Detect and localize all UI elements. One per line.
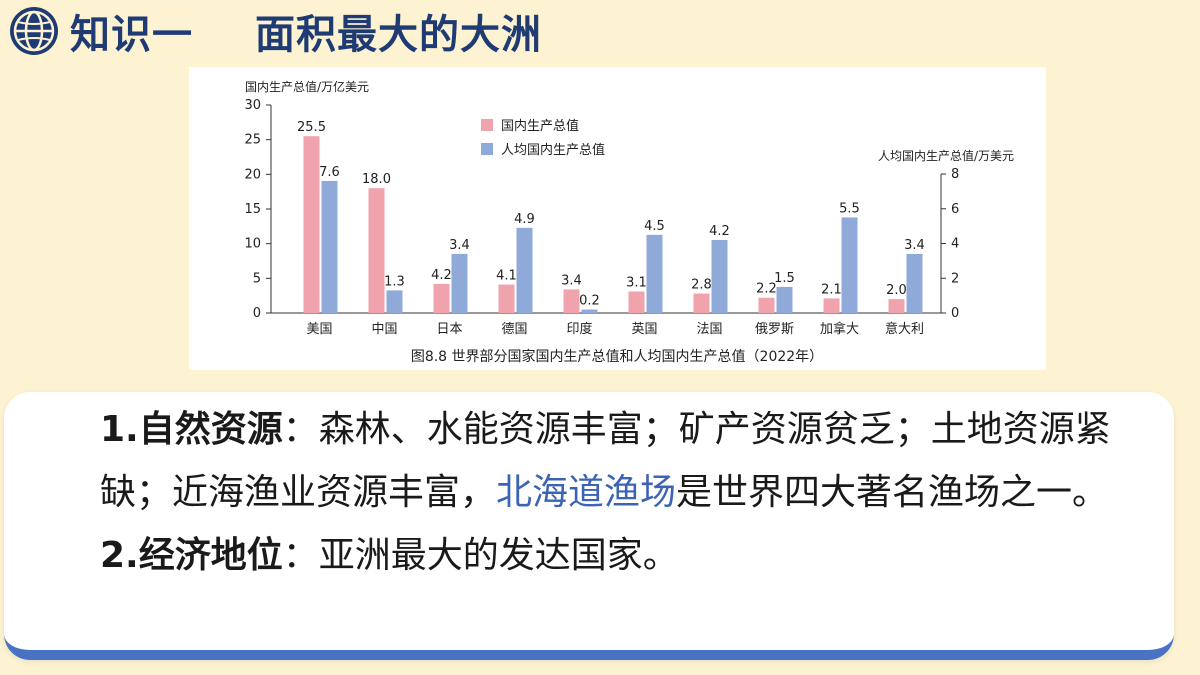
bar-gdp xyxy=(888,299,905,313)
data-label-gdp-per-capita: 4.2 xyxy=(709,224,730,239)
right-tick-label: 8 xyxy=(951,167,959,182)
right-tick-label: 0 xyxy=(951,306,959,321)
bar-gdp-per-capita xyxy=(321,180,338,313)
globe-icon xyxy=(10,7,58,55)
category-label: 法国 xyxy=(696,322,722,337)
category-label: 日本 xyxy=(436,322,462,337)
bar-gdp-per-capita xyxy=(646,234,663,313)
category-label: 加拿大 xyxy=(820,321,859,337)
legend-label-gdp-per-capita: 人均国内生产总值 xyxy=(501,142,605,158)
bar-gdp-per-capita xyxy=(386,290,403,313)
left-tick-label: 30 xyxy=(244,98,261,113)
data-label-gdp: 2.8 xyxy=(691,278,712,293)
data-label-gdp-per-capita: 1.5 xyxy=(774,271,795,286)
data-label-gdp-per-capita: 0.2 xyxy=(579,294,600,309)
keyword-natural-resources: 自然资源 xyxy=(138,409,283,450)
data-label-gdp: 2.2 xyxy=(756,282,777,297)
right-tick-label: 2 xyxy=(951,271,959,286)
left-tick-label: 0 xyxy=(253,306,261,321)
chart-figure: 国内生产总值/万亿美元人均国内生产总值/万美元 0 5 10 15 20 25 30 0 2 4 6 8… xyxy=(189,67,1046,370)
right-tick-label: 6 xyxy=(951,202,959,217)
category-label: 美国 xyxy=(306,322,332,337)
chart-caption: 图8.8 世界部分国家国内生产总值和人均国内生产总值（2022年） xyxy=(411,348,823,365)
bar-gdp xyxy=(693,293,710,313)
data-label-gdp-per-capita: 5.5 xyxy=(839,201,860,216)
data-label-gdp-per-capita: 3.4 xyxy=(904,238,925,253)
left-tick-label: 15 xyxy=(244,202,261,217)
data-label-gdp: 4.2 xyxy=(431,268,452,283)
page-title: 面积最大的大洲 xyxy=(255,12,542,58)
header: 知识一 面积最大的大洲 xyxy=(8,4,542,58)
item-number-2: 2. xyxy=(100,535,139,576)
bar-gdp xyxy=(303,136,320,313)
data-label-gdp-per-capita: 4.5 xyxy=(644,219,665,234)
data-label-gdp: 18.0 xyxy=(362,172,391,187)
left-tick-label: 25 xyxy=(244,133,261,148)
natural-resources-text: 森林、水能资源丰富；矿产资源贫乏；土地资源紧缺；近海渔业资源丰富， xyxy=(100,409,1111,513)
section-label: 知识一 xyxy=(70,12,193,58)
data-label-gdp: 3.4 xyxy=(561,273,582,288)
bar-gdp xyxy=(758,297,775,313)
data-label-gdp: 2.1 xyxy=(821,282,842,297)
bar-gdp xyxy=(433,283,450,313)
natural-resources-text-end: 是世界四大著名渔场之一。 xyxy=(676,472,1109,513)
data-label-gdp: 25.5 xyxy=(297,120,326,135)
text-card: 1.自然资源：森林、水能资源丰富；矿产资源贫乏；土地资源紧缺；近海渔业资源丰富，… xyxy=(4,392,1174,660)
legend-swatch-gdp xyxy=(481,119,493,131)
category-label: 印度 xyxy=(566,321,592,337)
legend-swatch-gdp-per-capita xyxy=(481,143,493,155)
bar-gdp-per-capita xyxy=(906,253,923,313)
right-tick-label: 4 xyxy=(951,237,959,252)
bar-gdp-per-capita xyxy=(711,240,728,313)
data-label-gdp-per-capita: 4.9 xyxy=(514,212,535,227)
paragraph-economic-status: 2.经济地位：亚洲最大的发达国家。 xyxy=(28,524,1154,587)
left-tick-label: 10 xyxy=(244,237,261,252)
category-label: 英国 xyxy=(631,322,657,337)
data-label-gdp: 4.1 xyxy=(496,269,517,284)
bar-gdp-per-capita xyxy=(581,309,598,313)
bar-gdp-per-capita xyxy=(841,217,858,313)
left-tick-label: 5 xyxy=(253,271,261,286)
left-axis-label: 国内生产总值/万亿美元 xyxy=(245,79,369,94)
data-label-gdp-per-capita: 3.4 xyxy=(449,238,470,253)
colon: ： xyxy=(282,535,319,576)
data-label-gdp: 2.0 xyxy=(886,283,907,298)
data-label-gdp-per-capita: 7.6 xyxy=(319,165,340,180)
economic-status-text: 亚洲最大的发达国家。 xyxy=(318,535,679,576)
bar-gdp xyxy=(368,188,385,313)
category-label: 中国 xyxy=(371,322,397,337)
category-label: 俄罗斯 xyxy=(755,322,794,337)
bar-gdp xyxy=(823,298,840,313)
bar-gdp-per-capita xyxy=(516,227,533,313)
paragraph-natural-resources: 1.自然资源：森林、水能资源丰富；矿产资源贫乏；土地资源紧缺；近海渔业资源丰富，… xyxy=(28,398,1154,524)
colon: ： xyxy=(282,409,319,450)
item-number-1: 1. xyxy=(100,409,139,450)
bar-gdp xyxy=(498,284,515,313)
category-label: 德国 xyxy=(501,322,527,337)
data-label-gdp-per-capita: 1.3 xyxy=(384,274,405,289)
data-label-gdp: 3.1 xyxy=(626,276,647,291)
bar-gdp-per-capita xyxy=(776,286,793,313)
right-axis-label: 人均国内生产总值/万美元 xyxy=(878,148,1014,163)
bar-gdp xyxy=(563,289,580,313)
legend-label-gdp: 国内生产总值 xyxy=(501,118,579,134)
category-label: 意大利 xyxy=(885,321,924,337)
keyword-economic-status: 经济地位 xyxy=(138,535,283,576)
bar-gdp xyxy=(628,291,645,313)
hokkaido-fishery-highlight: 北海道渔场 xyxy=(496,472,677,513)
bar-gdp-per-capita xyxy=(451,253,468,313)
left-tick-label: 20 xyxy=(244,167,261,182)
